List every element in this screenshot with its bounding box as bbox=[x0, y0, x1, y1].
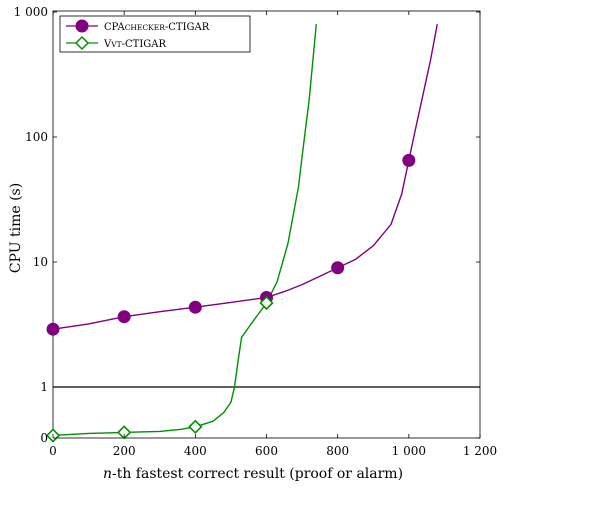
legend: CPAchecker-CTIGAR Vvt-CTIGAR bbox=[59, 15, 251, 53]
y-tick-label: 10 bbox=[33, 255, 48, 269]
y-tick-label: 0 bbox=[40, 431, 48, 445]
legend-label-vvt: Vvt-CTIGAR bbox=[103, 39, 167, 50]
y-tick-label: 100 bbox=[25, 130, 48, 144]
x-tick-label: 1 200 bbox=[463, 444, 497, 458]
x-tick-label: 600 bbox=[255, 444, 278, 458]
series-1-point bbox=[259, 295, 274, 311]
series-0-point bbox=[46, 322, 60, 336]
x-axis-title: n-th fastest correct result (proof or al… bbox=[103, 466, 403, 482]
series-0-point bbox=[402, 153, 416, 167]
x-tick-label: 800 bbox=[326, 444, 349, 458]
x-tick-label: 1 000 bbox=[392, 444, 426, 458]
legend-marker-cpa bbox=[75, 19, 89, 33]
legend-label-cpa: CPAchecker-CTIGAR bbox=[104, 22, 210, 33]
x-tick-label: 200 bbox=[113, 444, 136, 458]
series-1-point bbox=[117, 425, 132, 440]
x-tick-label: 400 bbox=[184, 444, 207, 458]
y-tick-label: 1 bbox=[40, 380, 48, 394]
series-0-point bbox=[188, 300, 202, 314]
legend-box bbox=[59, 15, 251, 53]
series-0-point bbox=[117, 310, 131, 324]
y-axis-title: CPU time (s) bbox=[8, 183, 24, 273]
plot-frame bbox=[52, 10, 481, 439]
x-tick-label: 0 bbox=[49, 444, 57, 458]
series-0-point bbox=[331, 261, 345, 275]
series-line-0 bbox=[52, 23, 438, 330]
series-1-point bbox=[188, 419, 203, 434]
legend-marker-vvt bbox=[74, 35, 90, 51]
y-tick-label: 1 000 bbox=[14, 5, 48, 19]
series-line-1 bbox=[52, 24, 317, 437]
